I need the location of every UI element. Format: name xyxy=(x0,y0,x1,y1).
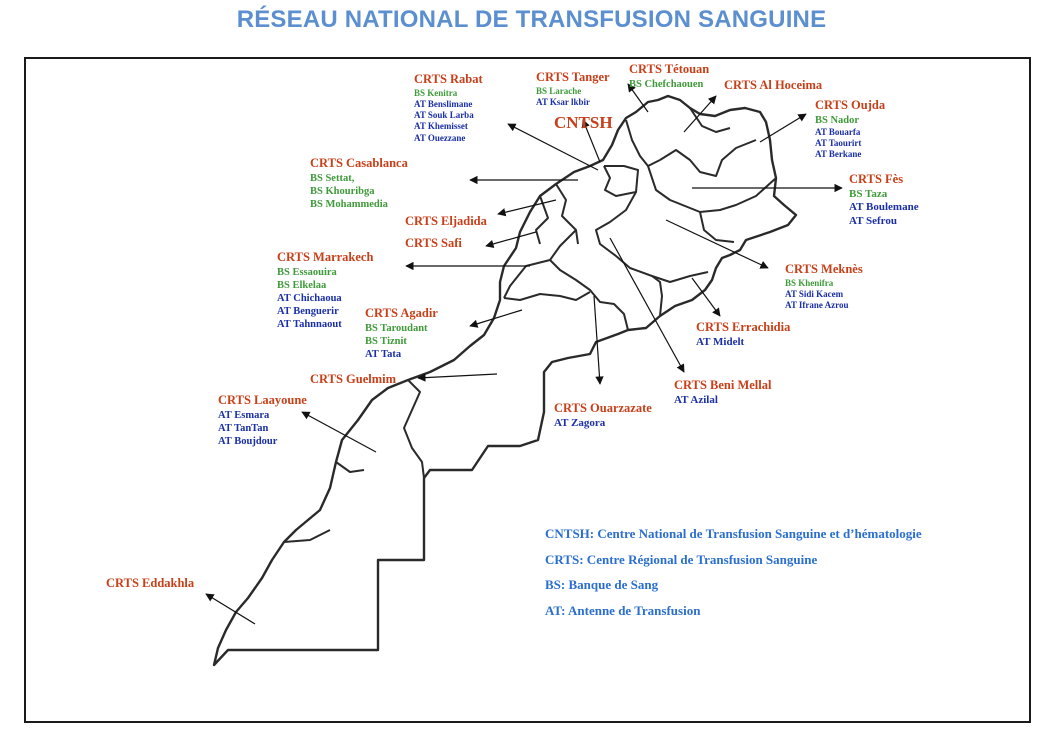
center-rabat: CRTS Rabat BS Kenitra AT Benslimane AT S… xyxy=(414,72,483,144)
legend-item: AT: Antenne de Transfusion xyxy=(545,602,701,618)
center-tetouan: CRTS Tétouan BS Chefchaouen xyxy=(629,62,709,91)
center-name: CRTS Oujda xyxy=(815,98,886,112)
bs-item: BS Settat, xyxy=(310,172,355,184)
bs-item: BS Khouribga xyxy=(310,185,375,197)
center-name: CRTS Errachidia xyxy=(696,320,791,334)
legend-item: CRTS: Centre Régional de Transfusion San… xyxy=(545,551,818,567)
at-item: AT Sefrou xyxy=(849,215,897,228)
arrows xyxy=(205,83,843,625)
at-item: AT Benguerir xyxy=(277,306,339,317)
center-eddakhla: CRTS Eddakhla xyxy=(106,576,194,592)
center-oujda: CRTS Oujda BS Nador AT Bouarfa AT Taouri… xyxy=(815,98,885,161)
center-guelmim: CRTS Guelmim xyxy=(310,372,396,388)
at-item: AT Khemisset xyxy=(414,121,468,132)
bs-item: BS Nador xyxy=(815,114,860,126)
bs-item: BS Essaouira xyxy=(277,266,337,278)
at-item: AT Berkane xyxy=(815,149,862,160)
center-name: CRTS Tanger xyxy=(536,70,610,84)
at-item: AT Chichaoua xyxy=(277,292,342,304)
at-item: AT Esmara xyxy=(218,409,270,421)
center-fes: CRTS Fès BS Taza AT Boulemane AT Sefrou xyxy=(849,172,919,229)
center-marrakech: CRTS Marrakech BS Essaouira BS Elkelaa A… xyxy=(277,250,373,331)
center-name: CRTS Eljadida xyxy=(405,214,487,228)
at-item: AT Ksar lkbir xyxy=(536,96,591,107)
center-name: CRTS Beni Mellal xyxy=(674,378,772,392)
at-item: AT Taourirt xyxy=(815,138,862,148)
center-alhoceima: CRTS Al Hoceima xyxy=(724,78,822,94)
at-item: AT Azilal xyxy=(674,393,718,406)
at-item: AT Tata xyxy=(365,348,402,360)
center-tanger: CRTS Tanger BS Larache AT Ksar lkbir xyxy=(536,70,610,108)
bs-item: BS Khenifra xyxy=(785,277,834,288)
center-name: CRTS Safi xyxy=(405,236,462,250)
at-item: AT Zagora xyxy=(554,416,606,429)
center-name: CRTS Eddakhla xyxy=(106,576,195,590)
at-item: AT Ouezzane xyxy=(414,132,466,143)
map-frame xyxy=(24,57,1031,723)
center-name: CRTS Agadir xyxy=(365,306,438,320)
at-item: AT Midelt xyxy=(696,335,745,348)
country-outline xyxy=(212,94,798,667)
center-name: CRTS Rabat xyxy=(414,72,483,86)
center-name: CRTS Tétouan xyxy=(629,62,710,76)
bs-item: BS Tiznit xyxy=(365,335,407,347)
center-name: CRTS Fès xyxy=(849,172,904,186)
center-ouarzazate: CRTS Ouarzazate AT Zagora xyxy=(554,401,652,430)
center-meknes: CRTS Meknès BS Khenifra AT Sidi Kacem AT… xyxy=(785,262,863,311)
at-item: AT Bouarfa xyxy=(815,126,861,137)
bs-item: BS Elkelaa xyxy=(277,279,327,291)
center-casablanca: CRTS Casablanca BS Settat, BS Khouribga … xyxy=(310,156,408,211)
bs-item: BS Larache xyxy=(536,85,582,96)
at-item: AT Boulemane xyxy=(849,201,919,214)
at-item: AT Ifrane Azrou xyxy=(785,300,849,311)
at-item: AT Boujdour xyxy=(218,435,278,447)
center-name: CRTS Ouarzazate xyxy=(554,401,652,415)
center-agadir: CRTS Agadir BS Taroudant BS Tiznit AT Ta… xyxy=(365,306,438,361)
at-item: AT Souk Larba xyxy=(414,110,474,121)
at-item: AT Tahnnaout xyxy=(277,319,342,331)
center-name: CRTS Marrakech xyxy=(277,250,374,264)
legend-item: BS: Banque de Sang xyxy=(545,577,659,592)
center-errachidia: CRTS Errachidia AT Midelt xyxy=(696,320,790,349)
cntsh-label: CNTSH xyxy=(554,113,613,132)
center-benimellal: CRTS Beni Mellal AT Azilal xyxy=(674,378,771,407)
center-name: CRTS Laayoune xyxy=(218,393,307,407)
at-item: AT TanTan xyxy=(218,422,269,434)
region-borders xyxy=(283,107,777,543)
center-name: CRTS Meknès xyxy=(785,262,863,276)
bs-item: BS Chefchaouen xyxy=(629,78,704,90)
page-title: RÉSEAU NATIONAL DE TRANSFUSION SANGUINE xyxy=(236,6,827,33)
center-safi: CRTS Safi xyxy=(405,236,462,252)
center-name: CRTS Al Hoceima xyxy=(724,78,823,92)
bs-item: BS Taza xyxy=(849,187,888,200)
bs-item: BS Taroudant xyxy=(365,322,428,334)
center-name: CRTS Casablanca xyxy=(310,156,408,170)
at-item: AT Benslimane xyxy=(414,98,473,109)
center-eljadida: CRTS Eljadida xyxy=(405,214,487,230)
bs-item: BS Kenitra xyxy=(414,87,458,98)
legend-item: CNTSH: Centre National de Transfusion Sa… xyxy=(545,526,922,541)
legend: CNTSH: Centre National de Transfusion Sa… xyxy=(545,521,922,623)
bs-item: BS Mohammedia xyxy=(310,198,388,210)
at-item: AT Sidi Kacem xyxy=(785,288,844,299)
center-laayoune: CRTS Laayoune AT Esmara AT TanTan AT Bou… xyxy=(218,393,307,448)
center-name: CRTS Guelmim xyxy=(310,372,397,386)
